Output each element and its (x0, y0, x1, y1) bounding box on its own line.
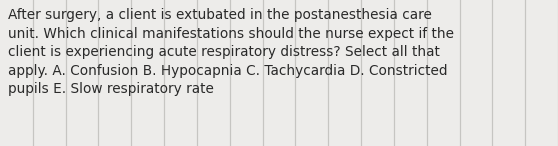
Text: After surgery, a client is extubated in the postanesthesia care
unit. Which clin: After surgery, a client is extubated in … (8, 8, 454, 97)
